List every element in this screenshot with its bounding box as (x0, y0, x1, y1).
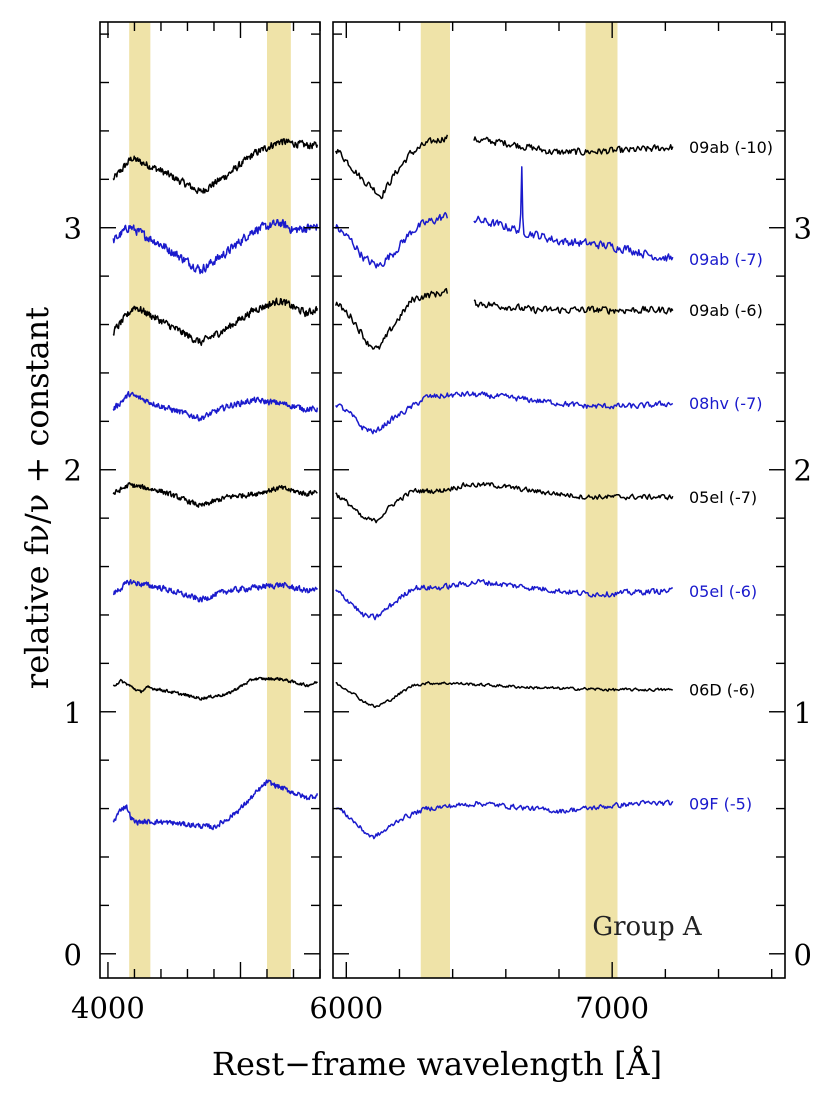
spectrum-line (112, 138, 319, 195)
x-axis-title: Rest−frame wavelength [Å] (212, 1045, 662, 1083)
spectrum-line (112, 676, 318, 701)
spectrum-line (112, 218, 319, 275)
series-label: 09ab (-7) (689, 250, 763, 269)
spectrum-08hv-7- (112, 390, 674, 435)
y-axis-title: relative fν/ν + constant (18, 307, 56, 689)
y-tick-label: 3 (794, 212, 812, 246)
series-label: 05el (-7) (689, 488, 757, 507)
spectrum-09ab-7- (112, 166, 674, 275)
spectra-series (112, 134, 674, 840)
spectrum-line (334, 287, 449, 350)
highlight-band (420, 22, 450, 978)
spectrum-line (335, 799, 674, 840)
spectrum-line (335, 390, 674, 435)
spectrum-line (335, 578, 673, 621)
y-tick-label: 0 (64, 938, 82, 972)
spectrum-line (112, 390, 319, 422)
group-annotation: Group A (592, 912, 703, 942)
spectrum-line (335, 681, 673, 709)
spectrum-line (335, 481, 674, 524)
y-tick-label: 1 (64, 696, 82, 730)
spectrum-line (112, 297, 319, 347)
highlight-band (129, 22, 151, 978)
highlight-band (585, 22, 618, 978)
series-label: 09F (-5) (689, 794, 752, 813)
panel-frame (99, 21, 321, 979)
y-tick-label: 0 (794, 938, 812, 972)
spectrum-05el-6- (112, 578, 673, 621)
series-label: 06D (-6) (689, 681, 755, 700)
spectrum-line (335, 134, 449, 200)
spectrum-line (334, 211, 449, 269)
x-tick-label: 6000 (309, 991, 383, 1025)
spectrum-05el-7- (112, 481, 674, 524)
spectrum-line (473, 136, 674, 156)
y-tick-label: 1 (794, 696, 812, 730)
spectrum-line (473, 166, 674, 262)
spectrum-line (112, 779, 319, 831)
series-label: 05el (-6) (689, 582, 757, 601)
highlight-bands (129, 22, 618, 978)
spectrum-line (473, 299, 674, 315)
y-tick-label: 2 (64, 454, 82, 488)
y-tick-label: 3 (64, 212, 82, 246)
y-tick-label: 2 (794, 454, 812, 488)
spectrum-06d-6- (112, 676, 673, 709)
spectrum-09ab-6- (112, 287, 674, 350)
spectrum-line (112, 579, 318, 603)
spectrum-line (112, 482, 318, 508)
spectrum-09f-5- (112, 779, 674, 840)
x-tick-label: 4000 (71, 991, 145, 1025)
axis-ticks: 0 0 1 1 2 2 3 3 4000 6000 7000 (64, 22, 812, 1025)
x-tick-label: 7000 (575, 991, 649, 1025)
spectrum-09ab-10- (112, 134, 674, 200)
series-label: 08hv (-7) (689, 394, 763, 413)
series-label: 09ab (-6) (689, 301, 763, 320)
series-label: 09ab (-10) (689, 138, 773, 157)
series-labels: 09ab (-10) 09ab (-7) 09ab (-6) 08hv (-7) 05e… (689, 138, 773, 813)
highlight-band (266, 22, 291, 978)
